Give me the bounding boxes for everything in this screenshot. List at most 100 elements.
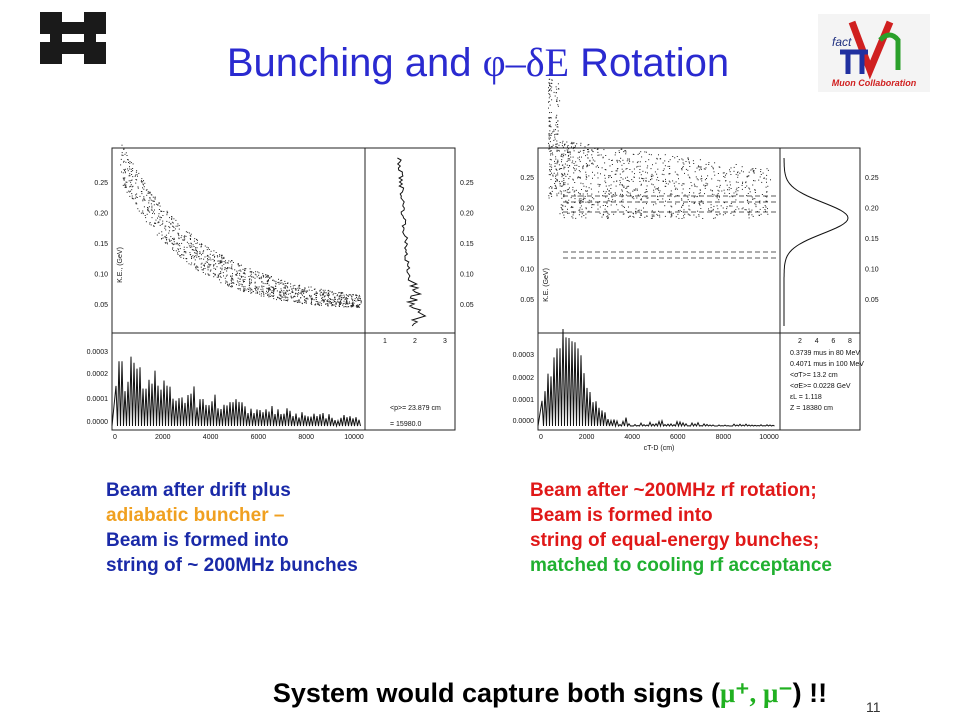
scatter-dot bbox=[123, 184, 125, 186]
scatter-dot bbox=[173, 243, 175, 245]
scatter-dot bbox=[574, 182, 576, 183]
scatter-dot bbox=[580, 182, 582, 184]
scatter-dot bbox=[748, 212, 750, 214]
scatter-dot bbox=[244, 272, 245, 274]
scatter-dot bbox=[314, 288, 316, 290]
scatter-dot bbox=[254, 281, 256, 283]
scatter-dot bbox=[578, 159, 580, 161]
scatter-dot bbox=[588, 164, 590, 166]
scatter-dot bbox=[247, 288, 249, 290]
scatter-dot bbox=[745, 182, 747, 184]
scatter-dot bbox=[232, 279, 234, 281]
scatter-dot bbox=[563, 217, 565, 219]
scatter-dot bbox=[607, 212, 609, 214]
scatter-dot bbox=[225, 260, 226, 262]
scatter-dot bbox=[572, 156, 574, 158]
scatter-dot bbox=[656, 158, 658, 160]
scatter-dot bbox=[710, 207, 712, 209]
scatter-dot bbox=[632, 180, 634, 182]
scatter-dot bbox=[664, 160, 666, 162]
scatter-dot bbox=[634, 189, 636, 191]
scatter-dot bbox=[565, 190, 567, 192]
scatter-dot bbox=[125, 152, 127, 154]
scatter-dot bbox=[597, 154, 599, 156]
scatter-dot bbox=[657, 215, 659, 216]
scatter-dot bbox=[587, 149, 589, 151]
scatter-dot bbox=[735, 199, 737, 201]
scatter-dot bbox=[178, 225, 180, 226]
scatter-dot bbox=[270, 276, 272, 278]
scatter-dot bbox=[557, 161, 559, 163]
scatter-dot bbox=[569, 153, 571, 155]
scatter-dot bbox=[658, 180, 660, 181]
scatter-dot bbox=[148, 210, 150, 212]
scatter-dot bbox=[590, 183, 592, 185]
scatter-dot bbox=[745, 181, 747, 183]
scatter-dot bbox=[559, 213, 561, 215]
scatter-dot bbox=[583, 185, 585, 187]
scatter-dot bbox=[645, 171, 647, 173]
scatter-dot bbox=[268, 276, 270, 278]
scatter-dot bbox=[579, 200, 581, 202]
scatter-dot bbox=[268, 296, 270, 298]
scatter-dot bbox=[551, 195, 553, 197]
scatter-dot bbox=[149, 222, 151, 223]
scatter-dot bbox=[165, 237, 167, 239]
scatter-dot bbox=[555, 124, 557, 126]
scatter-dot bbox=[570, 207, 572, 208]
scatter-dot bbox=[170, 239, 172, 241]
scatter-dot bbox=[552, 174, 554, 176]
scatter-dot bbox=[704, 179, 706, 181]
scatter-dot bbox=[311, 295, 312, 297]
scatter-dot bbox=[654, 186, 656, 188]
scatter-dot bbox=[604, 208, 606, 210]
scatter-dot bbox=[548, 195, 550, 197]
scatter-dot bbox=[753, 172, 755, 174]
scatter-dot bbox=[562, 164, 564, 166]
scatter-dot bbox=[583, 149, 585, 151]
scatter-dot bbox=[717, 179, 719, 181]
scatter-dot bbox=[213, 267, 215, 269]
scatter-dot bbox=[594, 148, 596, 149]
scatter-dot bbox=[551, 193, 552, 195]
scatter-dot bbox=[760, 171, 762, 173]
scatter-dot bbox=[251, 271, 253, 273]
scatter-dot bbox=[728, 189, 730, 191]
stat-note: 0.3739 mus in 80 MeV bbox=[790, 350, 860, 357]
scatter-dot bbox=[605, 191, 607, 193]
scatter-dot bbox=[614, 192, 616, 194]
scatter-dot bbox=[557, 160, 559, 162]
scatter-dot bbox=[335, 298, 336, 300]
scatter-dot bbox=[719, 184, 721, 186]
scatter-dot bbox=[550, 88, 552, 90]
scatter-dot bbox=[230, 261, 232, 263]
scatter-dot bbox=[231, 278, 233, 280]
scatter-dot bbox=[641, 198, 642, 200]
scatter-dot bbox=[275, 280, 277, 282]
scatter-dot bbox=[652, 175, 654, 177]
scatter-dot bbox=[650, 217, 652, 219]
scatter-dot bbox=[696, 167, 698, 169]
scatter-dot bbox=[671, 215, 673, 217]
scatter-dot bbox=[553, 91, 555, 93]
scatter-dot bbox=[561, 174, 563, 176]
scatter-dot bbox=[199, 251, 201, 253]
scatter-dot bbox=[550, 134, 552, 136]
scatter-dot bbox=[722, 207, 724, 209]
scatter-dot bbox=[722, 214, 724, 216]
scatter-dot bbox=[256, 286, 258, 288]
scatter-dot bbox=[609, 165, 611, 167]
scatter-dot bbox=[237, 263, 239, 265]
scatter-dot bbox=[550, 150, 552, 151]
scatter-dot bbox=[578, 192, 579, 194]
scatter-dot bbox=[741, 184, 743, 186]
scatter-dot bbox=[646, 185, 648, 187]
caption-line: adiabatic buncher – bbox=[106, 505, 284, 526]
scatter-dot bbox=[581, 216, 583, 218]
scatter-dot bbox=[588, 210, 590, 212]
scatter-dot bbox=[143, 197, 145, 199]
scatter-dot bbox=[604, 162, 606, 164]
scatter-dot bbox=[278, 297, 280, 299]
scatter-dot bbox=[557, 159, 559, 161]
scatter-dot bbox=[177, 248, 179, 250]
